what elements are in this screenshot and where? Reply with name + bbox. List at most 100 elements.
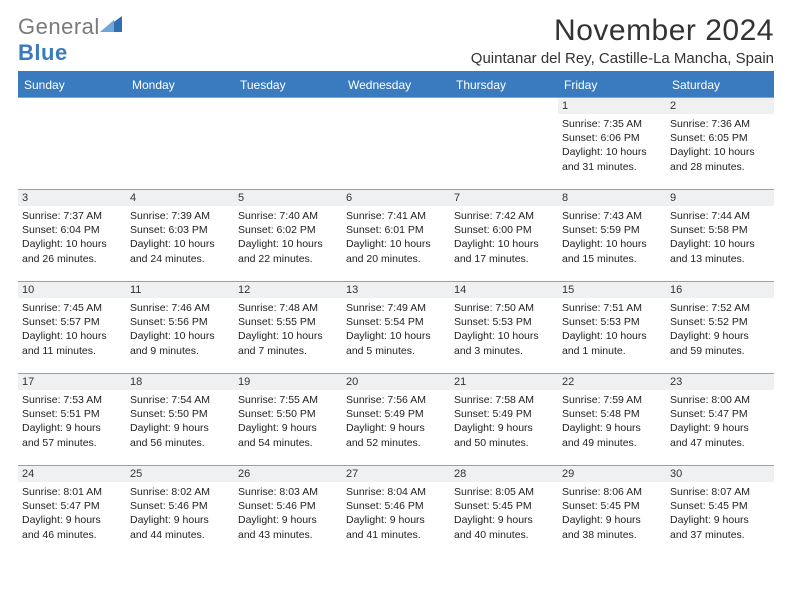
week-row: 3Sunrise: 7:37 AMSunset: 6:04 PMDaylight… [18,190,774,282]
day-ss: Sunset: 5:46 PM [346,499,446,513]
day-ss: Sunset: 6:03 PM [130,223,230,237]
day-details: Sunrise: 7:45 AMSunset: 5:57 PMDaylight:… [18,298,126,362]
day-details: Sunrise: 7:46 AMSunset: 5:56 PMDaylight:… [126,298,234,362]
day-dl2: and 17 minutes. [454,252,554,266]
day-sr: Sunrise: 8:03 AM [238,485,338,499]
weekday-row: Sunday Monday Tuesday Wednesday Thursday… [18,72,774,98]
week-row: 17Sunrise: 7:53 AMSunset: 5:51 PMDayligh… [18,374,774,466]
day-sr: Sunrise: 8:06 AM [562,485,662,499]
day-dl2: and 57 minutes. [22,436,122,450]
day-ss: Sunset: 6:01 PM [346,223,446,237]
day-ss: Sunset: 5:49 PM [454,407,554,421]
day-dl2: and 52 minutes. [346,436,446,450]
logo-word2: Blue [18,40,68,65]
day-details: Sunrise: 8:06 AMSunset: 5:45 PMDaylight:… [558,482,666,546]
day-dl2: and 22 minutes. [238,252,338,266]
day-details: Sunrise: 8:07 AMSunset: 5:45 PMDaylight:… [666,482,774,546]
day-number: 26 [234,466,342,482]
day-dl2: and 43 minutes. [238,528,338,542]
day-details: Sunrise: 7:56 AMSunset: 5:49 PMDaylight:… [342,390,450,454]
calendar-body: 1Sunrise: 7:35 AMSunset: 6:06 PMDaylight… [18,98,774,558]
day-cell: 8Sunrise: 7:43 AMSunset: 5:59 PMDaylight… [558,190,666,282]
day-sr: Sunrise: 7:39 AM [130,209,230,223]
day-cell: 28Sunrise: 8:05 AMSunset: 5:45 PMDayligh… [450,466,558,558]
day-dl1: Daylight: 10 hours [130,237,230,251]
day-ss: Sunset: 5:57 PM [22,315,122,329]
day-details: Sunrise: 7:41 AMSunset: 6:01 PMDaylight:… [342,206,450,270]
day-dl1: Daylight: 10 hours [454,237,554,251]
day-cell [450,98,558,190]
day-dl1: Daylight: 9 hours [238,513,338,527]
day-cell: 13Sunrise: 7:49 AMSunset: 5:54 PMDayligh… [342,282,450,374]
day-dl2: and 24 minutes. [130,252,230,266]
day-dl1: Daylight: 9 hours [562,421,662,435]
day-details: Sunrise: 7:58 AMSunset: 5:49 PMDaylight:… [450,390,558,454]
day-dl2: and 20 minutes. [346,252,446,266]
day-sr: Sunrise: 7:59 AM [562,393,662,407]
day-cell [126,98,234,190]
day-ss: Sunset: 5:45 PM [670,499,770,513]
day-details: Sunrise: 8:02 AMSunset: 5:46 PMDaylight:… [126,482,234,546]
day-number: 30 [666,466,774,482]
day-number [234,98,342,114]
day-details: Sunrise: 7:40 AMSunset: 6:02 PMDaylight:… [234,206,342,270]
weekday-header: Sunday [18,72,126,98]
day-cell: 5Sunrise: 7:40 AMSunset: 6:02 PMDaylight… [234,190,342,282]
day-sr: Sunrise: 7:51 AM [562,301,662,315]
day-sr: Sunrise: 7:42 AM [454,209,554,223]
day-cell [234,98,342,190]
day-ss: Sunset: 5:56 PM [130,315,230,329]
day-details: Sunrise: 7:43 AMSunset: 5:59 PMDaylight:… [558,206,666,270]
day-number [126,98,234,114]
day-cell: 9Sunrise: 7:44 AMSunset: 5:58 PMDaylight… [666,190,774,282]
day-number: 11 [126,282,234,298]
day-dl1: Daylight: 9 hours [670,329,770,343]
location: Quintanar del Rey, Castille-La Mancha, S… [471,50,774,67]
day-cell [342,98,450,190]
day-dl1: Daylight: 9 hours [670,421,770,435]
day-dl1: Daylight: 9 hours [562,513,662,527]
day-cell: 1Sunrise: 7:35 AMSunset: 6:06 PMDaylight… [558,98,666,190]
logo-text: General Blue [18,14,122,66]
day-details: Sunrise: 8:05 AMSunset: 5:45 PMDaylight:… [450,482,558,546]
day-dl1: Daylight: 10 hours [670,237,770,251]
day-dl1: Daylight: 10 hours [562,329,662,343]
day-sr: Sunrise: 7:54 AM [130,393,230,407]
day-ss: Sunset: 5:49 PM [346,407,446,421]
day-ss: Sunset: 5:59 PM [562,223,662,237]
day-cell: 24Sunrise: 8:01 AMSunset: 5:47 PMDayligh… [18,466,126,558]
day-details: Sunrise: 7:49 AMSunset: 5:54 PMDaylight:… [342,298,450,362]
day-ss: Sunset: 5:50 PM [238,407,338,421]
day-cell: 26Sunrise: 8:03 AMSunset: 5:46 PMDayligh… [234,466,342,558]
day-cell: 25Sunrise: 8:02 AMSunset: 5:46 PMDayligh… [126,466,234,558]
day-number: 1 [558,98,666,114]
day-dl1: Daylight: 10 hours [130,329,230,343]
day-dl2: and 59 minutes. [670,344,770,358]
day-details: Sunrise: 7:39 AMSunset: 6:03 PMDaylight:… [126,206,234,270]
day-sr: Sunrise: 7:40 AM [238,209,338,223]
day-number: 18 [126,374,234,390]
day-dl2: and 47 minutes. [670,436,770,450]
day-details [450,114,558,121]
day-dl2: and 49 minutes. [562,436,662,450]
day-cell: 21Sunrise: 7:58 AMSunset: 5:49 PMDayligh… [450,374,558,466]
day-ss: Sunset: 5:45 PM [454,499,554,513]
day-cell: 18Sunrise: 7:54 AMSunset: 5:50 PMDayligh… [126,374,234,466]
day-cell: 4Sunrise: 7:39 AMSunset: 6:03 PMDaylight… [126,190,234,282]
day-details: Sunrise: 8:04 AMSunset: 5:46 PMDaylight:… [342,482,450,546]
day-dl2: and 3 minutes. [454,344,554,358]
day-dl2: and 46 minutes. [22,528,122,542]
day-dl2: and 50 minutes. [454,436,554,450]
day-sr: Sunrise: 7:49 AM [346,301,446,315]
day-details: Sunrise: 7:59 AMSunset: 5:48 PMDaylight:… [558,390,666,454]
day-number: 28 [450,466,558,482]
day-details [18,114,126,121]
header: General Blue November 2024 Quintanar del… [18,14,774,67]
calendar-page: General Blue November 2024 Quintanar del… [0,0,792,612]
day-dl2: and 11 minutes. [22,344,122,358]
weekday-header: Monday [126,72,234,98]
weekday-header: Thursday [450,72,558,98]
day-dl1: Daylight: 9 hours [454,421,554,435]
day-dl2: and 38 minutes. [562,528,662,542]
day-details: Sunrise: 7:37 AMSunset: 6:04 PMDaylight:… [18,206,126,270]
